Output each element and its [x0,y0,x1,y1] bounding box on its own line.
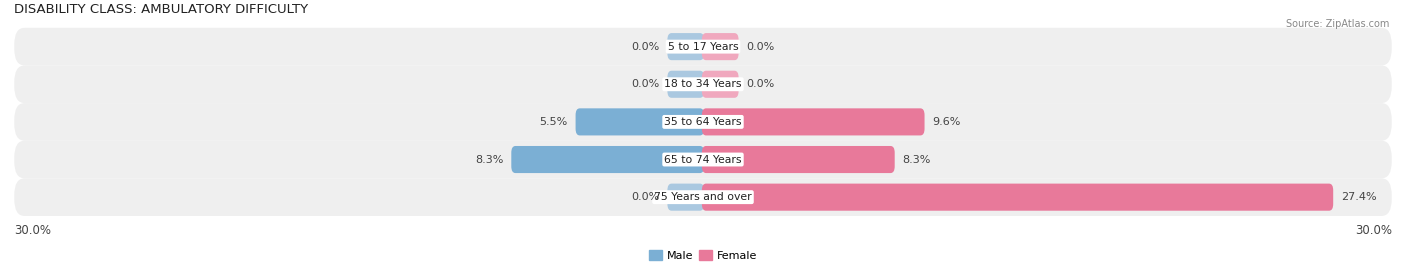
FancyBboxPatch shape [668,184,704,211]
Text: 0.0%: 0.0% [631,42,659,52]
Text: 0.0%: 0.0% [631,192,659,202]
FancyBboxPatch shape [14,103,1392,141]
Text: 35 to 64 Years: 35 to 64 Years [664,117,742,127]
FancyBboxPatch shape [702,146,894,173]
FancyBboxPatch shape [702,33,738,60]
Text: 8.3%: 8.3% [903,155,931,165]
Text: 65 to 74 Years: 65 to 74 Years [664,155,742,165]
Text: Source: ZipAtlas.com: Source: ZipAtlas.com [1285,19,1389,29]
FancyBboxPatch shape [512,146,704,173]
Text: 8.3%: 8.3% [475,155,503,165]
FancyBboxPatch shape [668,71,704,98]
Text: 9.6%: 9.6% [932,117,960,127]
FancyBboxPatch shape [14,65,1392,103]
Legend: Male, Female: Male, Female [644,246,762,265]
FancyBboxPatch shape [14,141,1392,178]
Text: 27.4%: 27.4% [1341,192,1376,202]
Text: 0.0%: 0.0% [747,42,775,52]
FancyBboxPatch shape [702,184,1333,211]
FancyBboxPatch shape [14,28,1392,65]
Text: 18 to 34 Years: 18 to 34 Years [664,79,742,89]
Text: 75 Years and over: 75 Years and over [654,192,752,202]
Text: 5 to 17 Years: 5 to 17 Years [668,42,738,52]
Text: 30.0%: 30.0% [1355,224,1392,237]
FancyBboxPatch shape [702,108,925,135]
FancyBboxPatch shape [575,108,704,135]
Text: 5.5%: 5.5% [540,117,568,127]
Text: 0.0%: 0.0% [631,79,659,89]
FancyBboxPatch shape [14,178,1392,216]
Text: 0.0%: 0.0% [747,79,775,89]
Text: DISABILITY CLASS: AMBULATORY DIFFICULTY: DISABILITY CLASS: AMBULATORY DIFFICULTY [14,3,308,16]
FancyBboxPatch shape [668,33,704,60]
Text: 30.0%: 30.0% [14,224,51,237]
FancyBboxPatch shape [702,71,738,98]
